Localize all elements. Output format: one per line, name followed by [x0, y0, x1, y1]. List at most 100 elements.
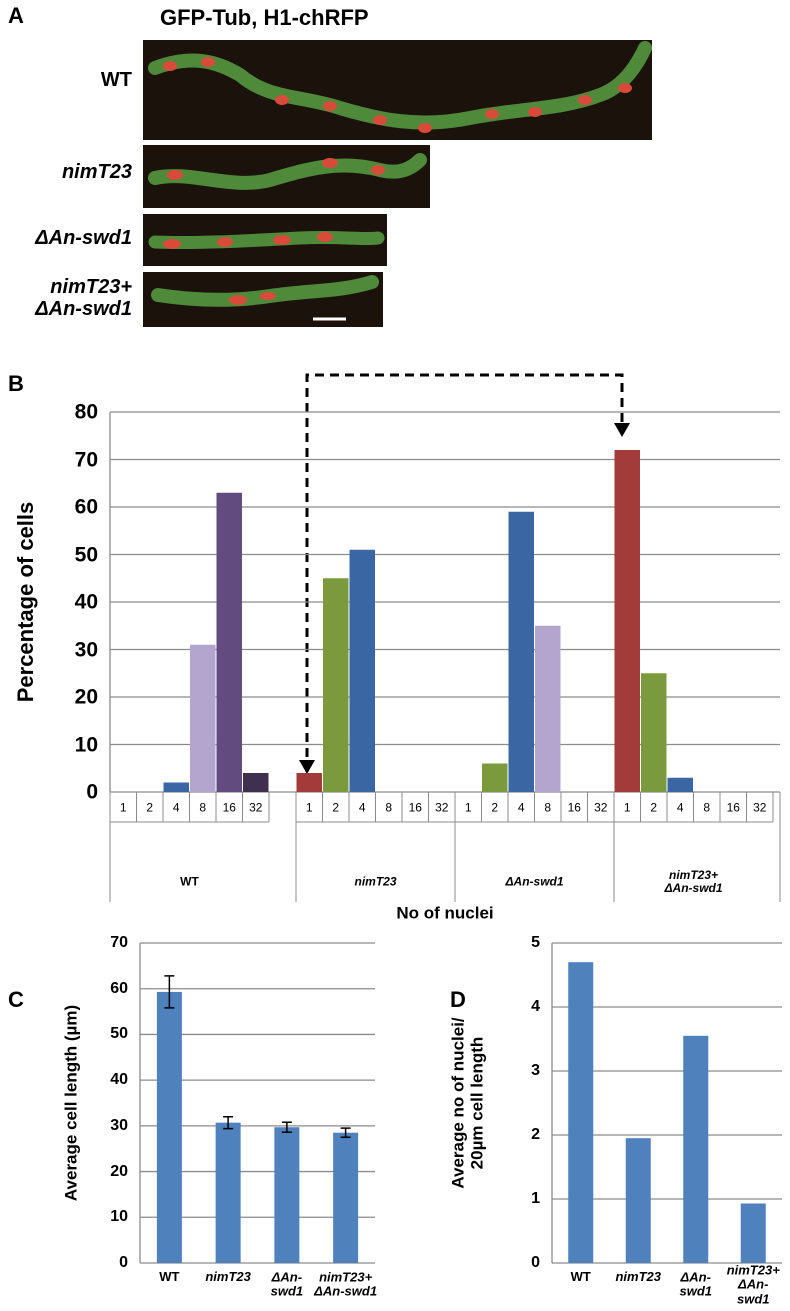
y-axis-label: Percentage of cells [12, 501, 38, 703]
bar [740, 1203, 766, 1263]
y-tick-label: 70 [74, 447, 98, 471]
bar [535, 625, 561, 792]
x-tick-label: 1 [623, 800, 631, 815]
x-tick-label: 2 [332, 800, 340, 815]
x-tick-label: 16 [222, 800, 236, 815]
x-tick-label: ΔAn- swd1 [679, 1269, 713, 1299]
y-tick-label: 30 [74, 637, 98, 661]
x-tick-label: 2 [650, 800, 658, 815]
nuclei [163, 57, 632, 133]
annotation-arrow [305, 373, 624, 772]
row-label: nimT23 [61, 161, 132, 183]
panel-label: A [8, 3, 24, 28]
y-tick-label: 2 [531, 1126, 540, 1144]
x-tick-label: 16 [408, 800, 422, 815]
x-tick-label: 4 [517, 800, 525, 815]
group-label: nimT23 [354, 874, 397, 889]
y-axis-label: Average cell length (µm) [61, 1004, 81, 1202]
bar [641, 673, 667, 792]
group-label: WT [180, 874, 199, 889]
x-axis-label: No of nuclei [396, 903, 494, 923]
bar [614, 450, 640, 792]
x-tick-label: 1 [119, 800, 127, 815]
x-tick-label: 16 [567, 800, 581, 815]
micrographs [143, 40, 652, 327]
group-label: nimT23+ ΔAn-swd1 [664, 867, 723, 895]
y-tick-label: 10 [110, 1208, 128, 1226]
x-tick-label: nimT23 [615, 1268, 662, 1284]
bar [683, 1035, 709, 1263]
y-tick-label: 5 [531, 934, 540, 952]
x-tick-label: 32 [753, 800, 767, 815]
y-tick-label: 10 [74, 732, 98, 756]
x-tick-label: 32 [594, 800, 608, 815]
x-tick-label: 1 [464, 800, 472, 815]
error-bar [340, 1127, 351, 1139]
x-tick-label: 8 [385, 800, 393, 815]
bar [190, 644, 216, 792]
y-tick-label: 20 [110, 1162, 128, 1180]
bar [296, 773, 322, 792]
hypha [148, 153, 427, 190]
group-label: ΔAn-swd1 [505, 874, 564, 889]
x-tick-label: nimT23+ ΔAn-swd1 [726, 1262, 780, 1307]
x-tick-label: 2 [491, 800, 499, 815]
x-tick-label: 16 [726, 800, 740, 815]
x-tick-label: nimT23 [205, 1268, 251, 1284]
hypha [148, 41, 652, 130]
x-tick-label: 4 [676, 800, 684, 815]
bar [216, 492, 242, 792]
panel-label: D [450, 986, 466, 1012]
y-tick-label: 20 [74, 685, 98, 709]
y-tick-label: 60 [74, 495, 98, 519]
error-bar [223, 1115, 234, 1130]
y-tick-label: 0 [86, 780, 98, 804]
hypha [148, 230, 385, 250]
row-label: WT [100, 69, 132, 91]
y-tick-label: 3 [531, 1062, 540, 1080]
y-tick-label: 0 [531, 1254, 540, 1272]
x-tick-label: 1 [305, 800, 313, 815]
error-bar [164, 975, 175, 1009]
bar [667, 777, 693, 792]
row-label: ΔAn-swd1 [35, 227, 132, 249]
bar [349, 549, 375, 792]
bar [215, 1122, 241, 1263]
bar [156, 991, 182, 1263]
y-tick-label: 0 [119, 1254, 128, 1272]
panel-label: B [8, 370, 24, 396]
nuclei [163, 232, 333, 249]
x-tick-label: 4 [358, 800, 366, 815]
bar [568, 962, 594, 1263]
x-tick-label: 8 [703, 800, 711, 815]
y-tick-label: 60 [110, 979, 128, 997]
bar [508, 511, 534, 792]
y-tick-label: 40 [74, 590, 98, 614]
y-tick-label: 50 [74, 542, 98, 566]
x-tick-label: 8 [199, 800, 207, 815]
nuclei [229, 292, 276, 305]
y-tick-label: 70 [110, 934, 128, 952]
x-tick-label: WT [159, 1268, 180, 1284]
panel-title: GFP-Tub, H1-chRFP [160, 5, 369, 30]
nuclei [167, 158, 385, 180]
x-tick-label: 4 [172, 800, 180, 815]
bar [163, 782, 189, 792]
bar [243, 773, 269, 792]
row-label: nimT23+ ΔAn-swd1 [35, 276, 132, 320]
y-tick-label: 1 [531, 1190, 540, 1208]
bar [333, 1132, 359, 1263]
x-tick-label: 8 [544, 800, 552, 815]
error-bar [281, 1121, 292, 1134]
x-tick-label: 32 [435, 800, 449, 815]
y-axis-label: Average no of nuclei/ 20µm cell length [448, 1017, 486, 1189]
arrow-heads [299, 423, 630, 774]
x-tick-label: nimT23+ ΔAn-swd1 [314, 1269, 378, 1299]
x-tick-label: 2 [146, 800, 154, 815]
bar [625, 1138, 651, 1263]
x-tick-label: 32 [249, 800, 263, 815]
x-tick-label: ΔAn- swd1 [270, 1269, 304, 1299]
y-tick-label: 30 [110, 1117, 128, 1135]
